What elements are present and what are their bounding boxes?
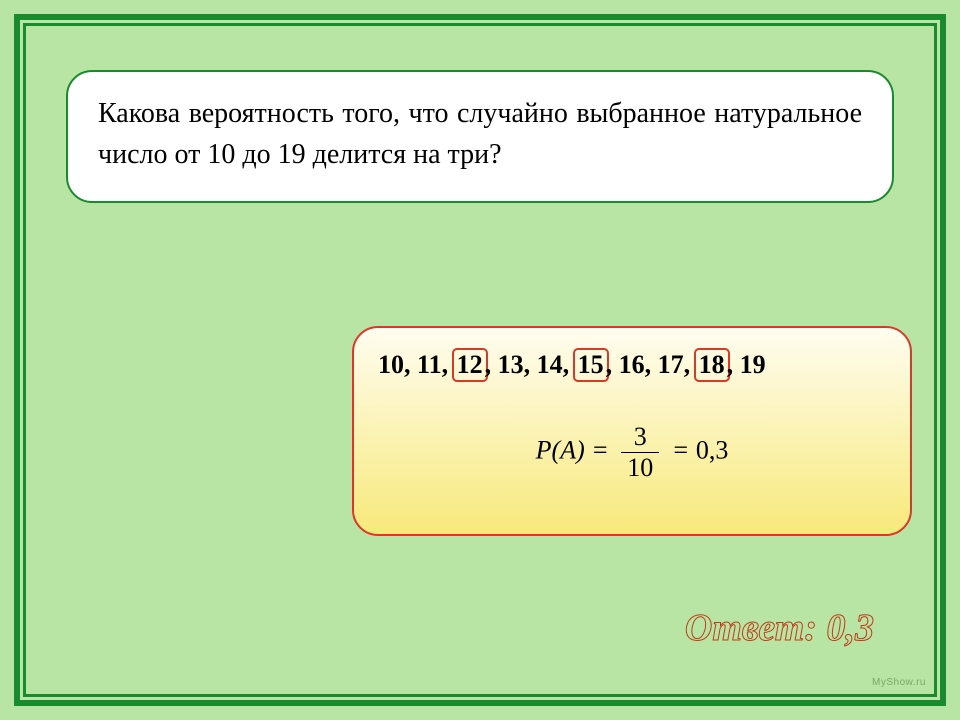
watermark: MyShow.ru	[872, 677, 926, 688]
question-box: Какова вероятность того, что случайно вы…	[66, 70, 894, 203]
highlighted-number: 15	[573, 348, 609, 382]
equals-sign-2: =	[672, 435, 696, 464]
number: 11	[417, 350, 442, 379]
formula-fraction: 3 10	[621, 422, 659, 483]
solution-box: 10, 11, 12, 13, 14, 15, 16, 17, 18, 19 P…	[352, 326, 912, 536]
number: 13	[498, 350, 524, 379]
formula-lhs: P(A)	[536, 435, 585, 464]
highlighted-number: 18	[694, 348, 730, 382]
answer-label: Ответ: 0,3	[685, 606, 874, 650]
formula-denominator: 10	[621, 453, 659, 483]
number: 16	[619, 350, 645, 379]
slide-outer: Какова вероятность того, что случайно вы…	[0, 0, 960, 720]
formula-numerator: 3	[621, 422, 659, 453]
formula-result: 0,3	[696, 435, 729, 464]
number: 10	[378, 350, 404, 379]
number-list: 10, 11, 12, 13, 14, 15, 16, 17, 18, 19	[378, 348, 886, 382]
equals-sign: =	[591, 435, 615, 464]
number: 14	[537, 350, 563, 379]
highlighted-number: 12	[452, 348, 488, 382]
number: 19	[740, 350, 766, 379]
probability-formula: P(A) = 3 10 = 0,3	[378, 422, 886, 483]
question-text: Какова вероятность того, что случайно вы…	[98, 94, 862, 175]
frame-inner-border: Какова вероятность того, что случайно вы…	[23, 23, 937, 697]
frame-outer-border: Какова вероятность того, что случайно вы…	[14, 14, 946, 706]
number: 17	[658, 350, 684, 379]
